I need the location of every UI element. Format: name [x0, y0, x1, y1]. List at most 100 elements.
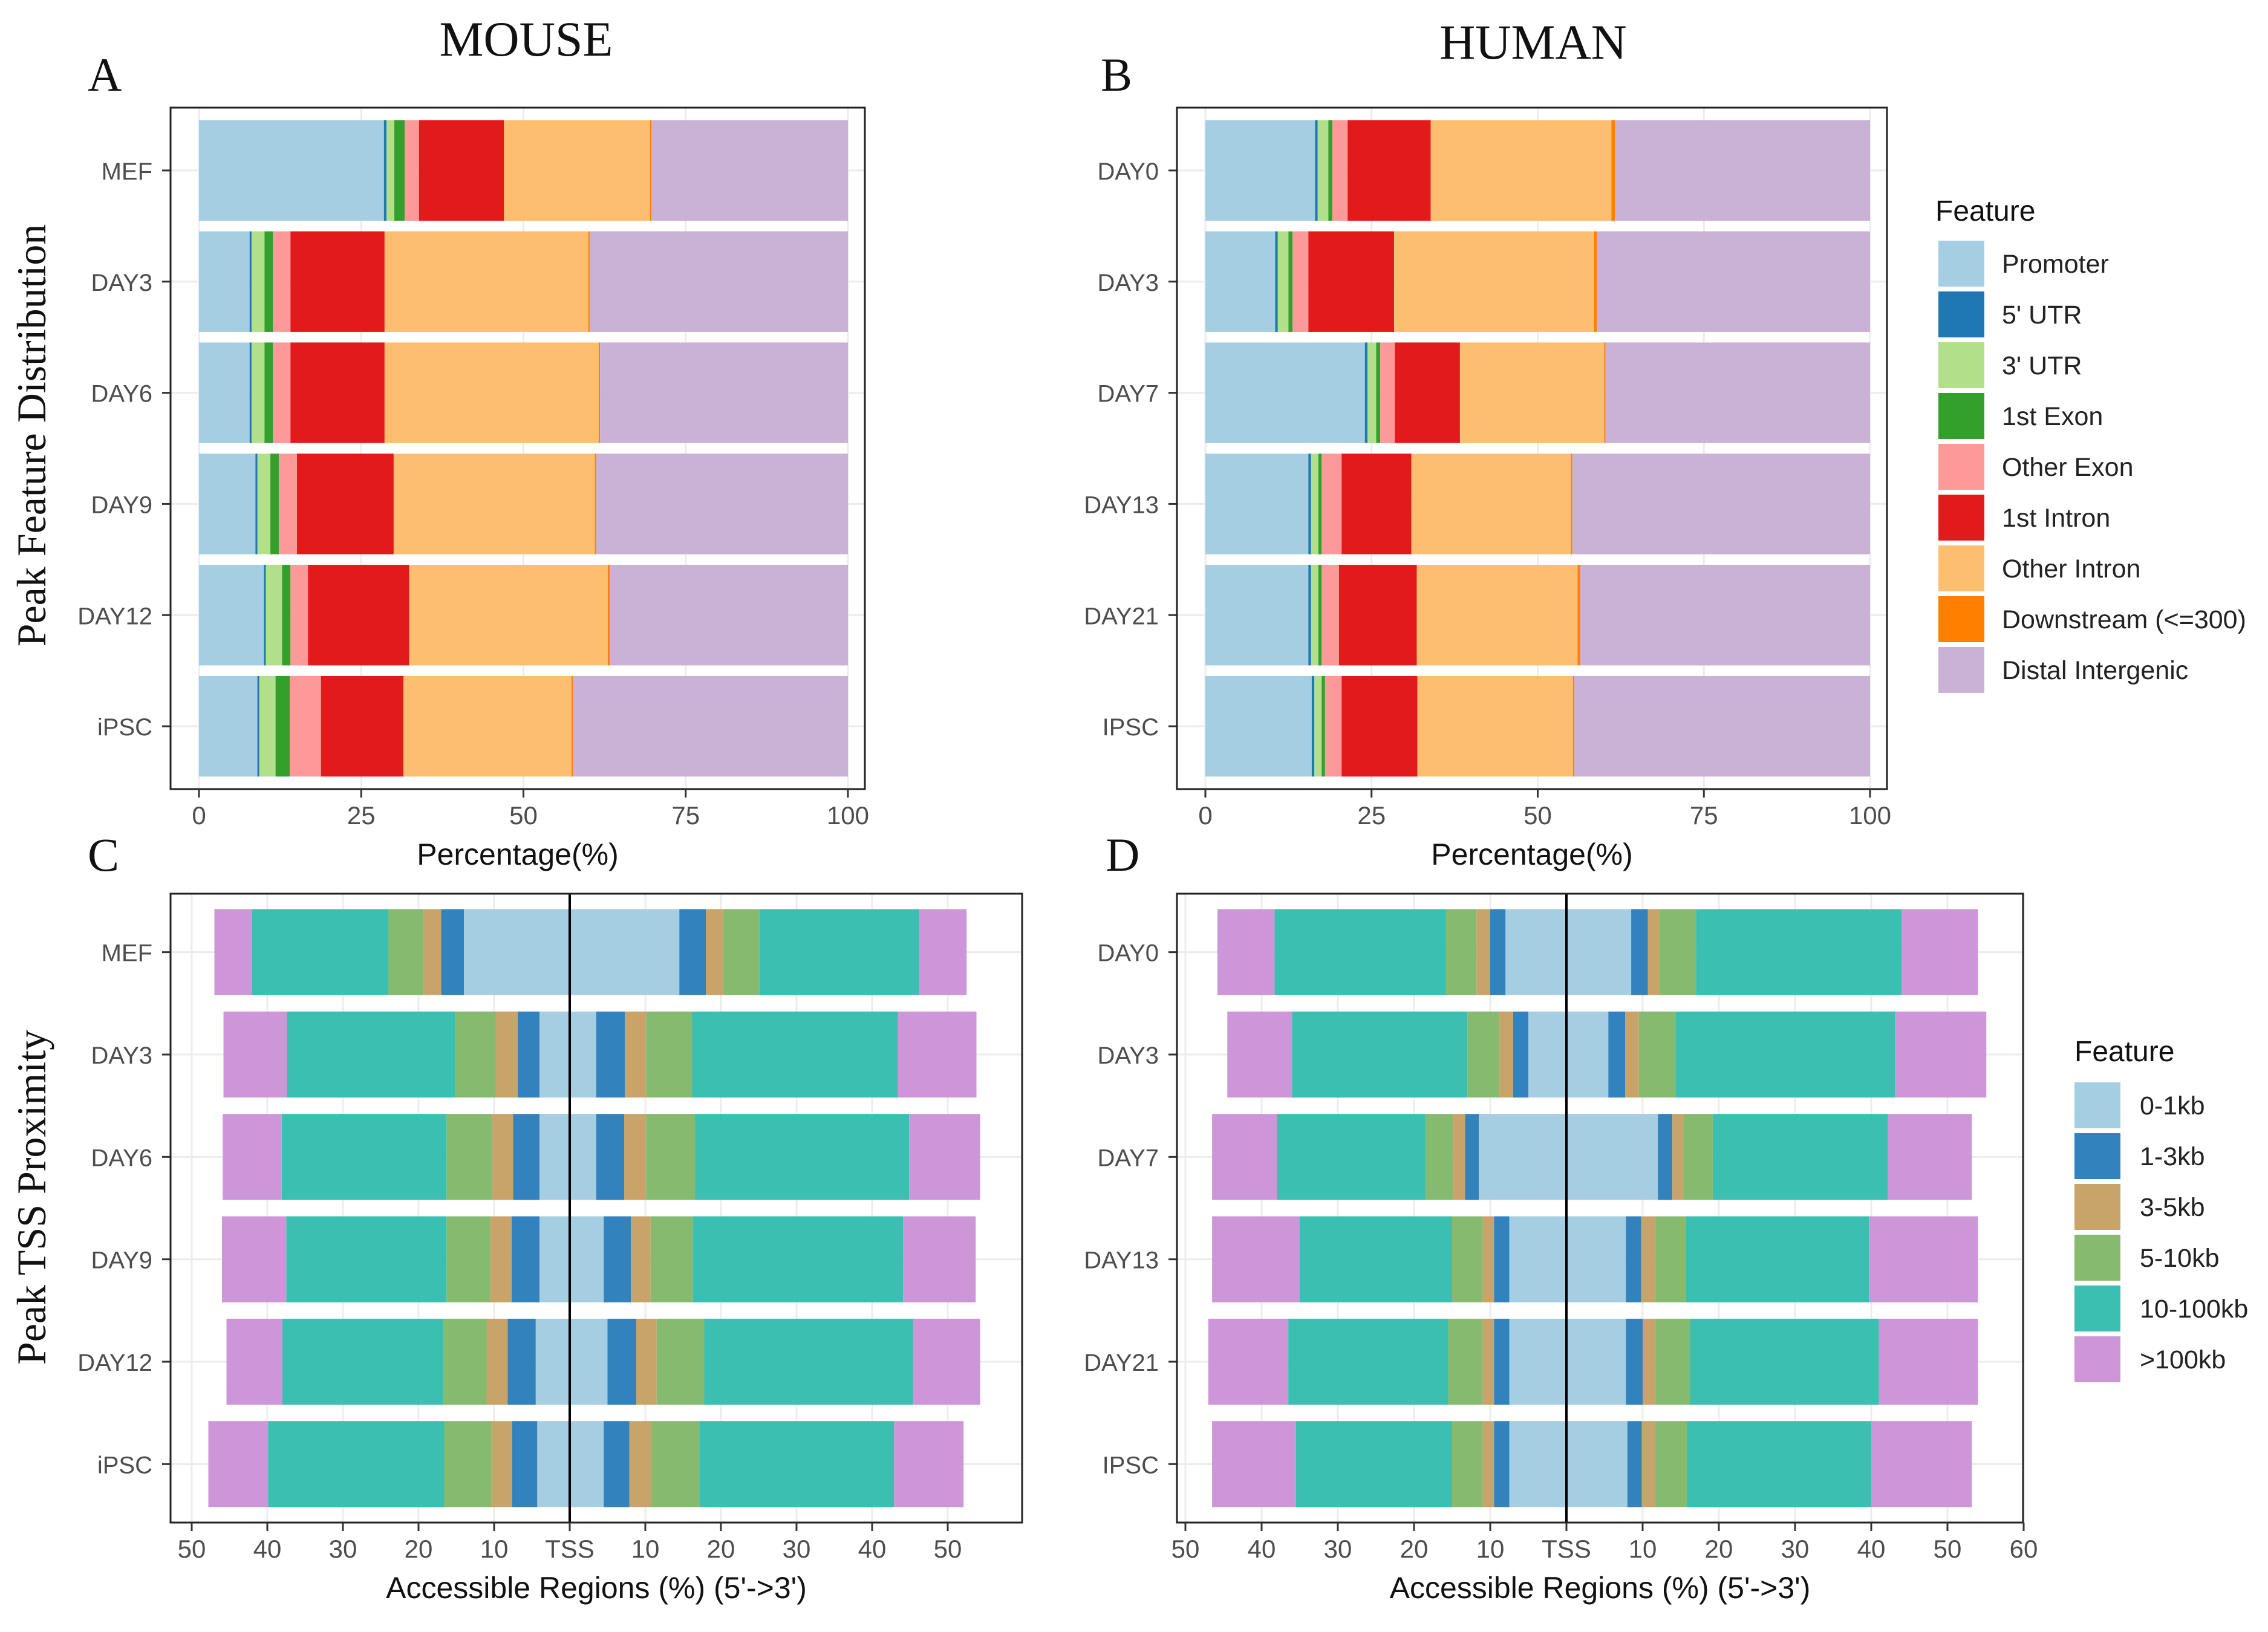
y-tick-label: DAY3 [1097, 270, 1159, 296]
bar-segment-day6-5-utr [249, 342, 252, 443]
bar-segment-day12-other-intron [409, 565, 608, 666]
bar-segment-day3-3-utr [1277, 231, 1289, 332]
bar-segment-downstream-ipsc-100kb [894, 1421, 964, 1507]
bar-segment-downstream-ipsc-5-10kb [651, 1421, 700, 1507]
y-tick-label: DAY0 [1097, 158, 1159, 185]
bar-segment-day21-distal-intergenic [1580, 565, 1870, 666]
bar-segment-day13-promoter [1205, 454, 1309, 554]
bar-segment-ipsc-downstream-300 [571, 675, 573, 777]
bar-segment-day0-downstream-300 [1611, 120, 1615, 221]
bar-segment-mef-other-intron [504, 120, 650, 221]
bar-segment-upstream-ipsc-5-10kb [1452, 1421, 1483, 1507]
bar-segment-mef-1st-exon [394, 120, 405, 221]
bar-segment-downstream-day3-5-10kb [1638, 1011, 1676, 1098]
x-tick-label: 75 [1690, 801, 1718, 830]
bar-segment-day21-other-intron [1416, 565, 1578, 666]
bar-segment-day6-3-utr [251, 342, 265, 443]
column-title-mouse: MOUSE [439, 11, 613, 67]
x-axis-title: Percentage(%) [1431, 837, 1633, 871]
legend-label: Other Exon [2002, 453, 2134, 482]
bar-segment-upstream-day6-0-1kb [539, 1114, 570, 1200]
bar-segment-upstream-day21-0-1kb [1509, 1318, 1566, 1405]
bar-segment-day12-other-exon [290, 565, 308, 666]
bar-segment-day9-1st-exon [270, 454, 279, 554]
bar-segment-mef-1st-intron [419, 120, 504, 221]
bar-segment-upstream-ipsc-100kb [208, 1421, 269, 1507]
x-tick-label: 30 [329, 1535, 357, 1563]
bar-segment-downstream-day12-3-5kb [636, 1318, 657, 1405]
bar-segment-day3-1st-exon [1288, 231, 1292, 332]
bar-segment-day3-5-utr [249, 231, 252, 332]
column-title-human: HUMAN [1439, 15, 1627, 70]
bar-segment-day3-5-utr [1275, 231, 1278, 332]
bar-segment-upstream-day3-10-100kb [1292, 1011, 1468, 1098]
bar-segment-upstream-day21-3-5kb [1482, 1318, 1494, 1405]
bar-segment-upstream-day6-3-5kb [492, 1114, 513, 1200]
bar-segment-day3-promoter [199, 231, 250, 332]
legend-swatch-10-100kb [2074, 1286, 2120, 1331]
x-tick-label: 20 [1400, 1535, 1429, 1563]
bar-segment-downstream-ipsc-3-5kb [629, 1421, 651, 1507]
y-tick-label: DAY3 [1097, 1042, 1159, 1069]
bar-segment-upstream-day6-1-3kb [513, 1114, 539, 1200]
bar-segment-downstream-day12-1-3kb [607, 1318, 636, 1405]
bar-segment-upstream-day21-100kb [1208, 1318, 1289, 1405]
panel-label-b: B [1101, 48, 1132, 101]
bar-segment-day21-1st-exon [1318, 565, 1322, 666]
bar-segment-downstream-day13-5-10kb [1655, 1216, 1686, 1302]
bar-segment-ipsc-other-exon [290, 675, 321, 777]
row-title-feature-distribution: Peak Feature Distribution [8, 224, 54, 647]
plot-frame [169, 106, 866, 790]
x-tick-label: 20 [405, 1535, 433, 1563]
bar-segment-upstream-day13-3-5kb [1482, 1216, 1494, 1302]
bar-segment-downstream-day6-5-10kb [646, 1114, 696, 1200]
x-tick-label: 100 [1849, 801, 1891, 830]
legend-label: 3' UTR [2002, 351, 2082, 380]
legend-swatch-3-utr [1938, 342, 1984, 388]
legend-label: Distal Intergenic [2002, 656, 2188, 685]
bar-segment-upstream-day21-10-100kb [1288, 1318, 1448, 1405]
x-tick-label-tss: TSS [1542, 1535, 1591, 1563]
bar-segment-downstream-day13-0-1kb [1566, 1216, 1626, 1302]
bar-segment-day6-other-exon [273, 342, 291, 443]
bar-segment-upstream-day6-5-10kb [446, 1114, 492, 1200]
bar-segment-upstream-day9-3-5kb [490, 1216, 512, 1302]
x-tick-label: 40 [858, 1535, 887, 1563]
bar-segment-upstream-day7-5-10kb [1425, 1114, 1453, 1200]
bar-segment-downstream-ipsc-1-3kb [604, 1421, 630, 1507]
bar-segment-day7-promoter [1205, 342, 1365, 443]
plot-frame [1176, 106, 1888, 790]
bar-segment-downstream-ipsc-0-1kb [570, 1421, 604, 1507]
y-tick-label: MEF [102, 158, 152, 185]
bar-segment-day9-5-utr [255, 454, 258, 554]
bar-segment-day6-1st-intron [290, 342, 385, 443]
bar-segment-downstream-day3-3-5kb [625, 1011, 647, 1098]
x-tick-label: 30 [1781, 1535, 1810, 1563]
bar-segment-upstream-day13-10-100kb [1300, 1216, 1452, 1302]
y-tick-label: iPSC [97, 714, 152, 741]
bar-segment-upstream-day9-1-3kb [511, 1216, 539, 1302]
y-tick-label: DAY12 [77, 1350, 152, 1376]
y-tick-label: IPSC [1103, 714, 1159, 741]
bar-segment-day0-3-utr [1317, 120, 1329, 221]
bar-segment-upstream-day9-100kb [222, 1216, 287, 1302]
x-tick-label: 50 [1523, 801, 1552, 830]
bar-segment-day3-other-intron [1394, 231, 1594, 332]
bar-segment-upstream-day0-0-1kb [1505, 909, 1566, 995]
bar-segment-upstream-day21-5-10kb [1448, 1318, 1483, 1405]
bar-segment-day3-1st-intron [1308, 231, 1395, 332]
bar-segment-downstream-day7-100kb [1888, 1114, 1972, 1200]
x-tick-label: 50 [1934, 1535, 1962, 1563]
bar-segment-downstream-day3-0-1kb [570, 1011, 596, 1098]
x-tick-label: 10 [1476, 1535, 1505, 1563]
bar-segment-downstream-day6-1-3kb [596, 1114, 624, 1200]
y-tick-label: DAY21 [1084, 603, 1159, 629]
bar-segment-upstream-ipsc-3-5kb [491, 1421, 512, 1507]
bar-segment-day9-3-utr [257, 454, 271, 554]
bar-segment-day21-promoter [1205, 565, 1309, 666]
legend-swatch-other-intron [1938, 545, 1984, 591]
bar-segment-upstream-day7-1-3kb [1465, 1114, 1479, 1200]
bar-segment-ipsc-other-intron [1417, 675, 1573, 777]
legend-label: Promoter [2002, 250, 2109, 279]
bar-segment-upstream-day3-3-5kb [1499, 1011, 1513, 1098]
